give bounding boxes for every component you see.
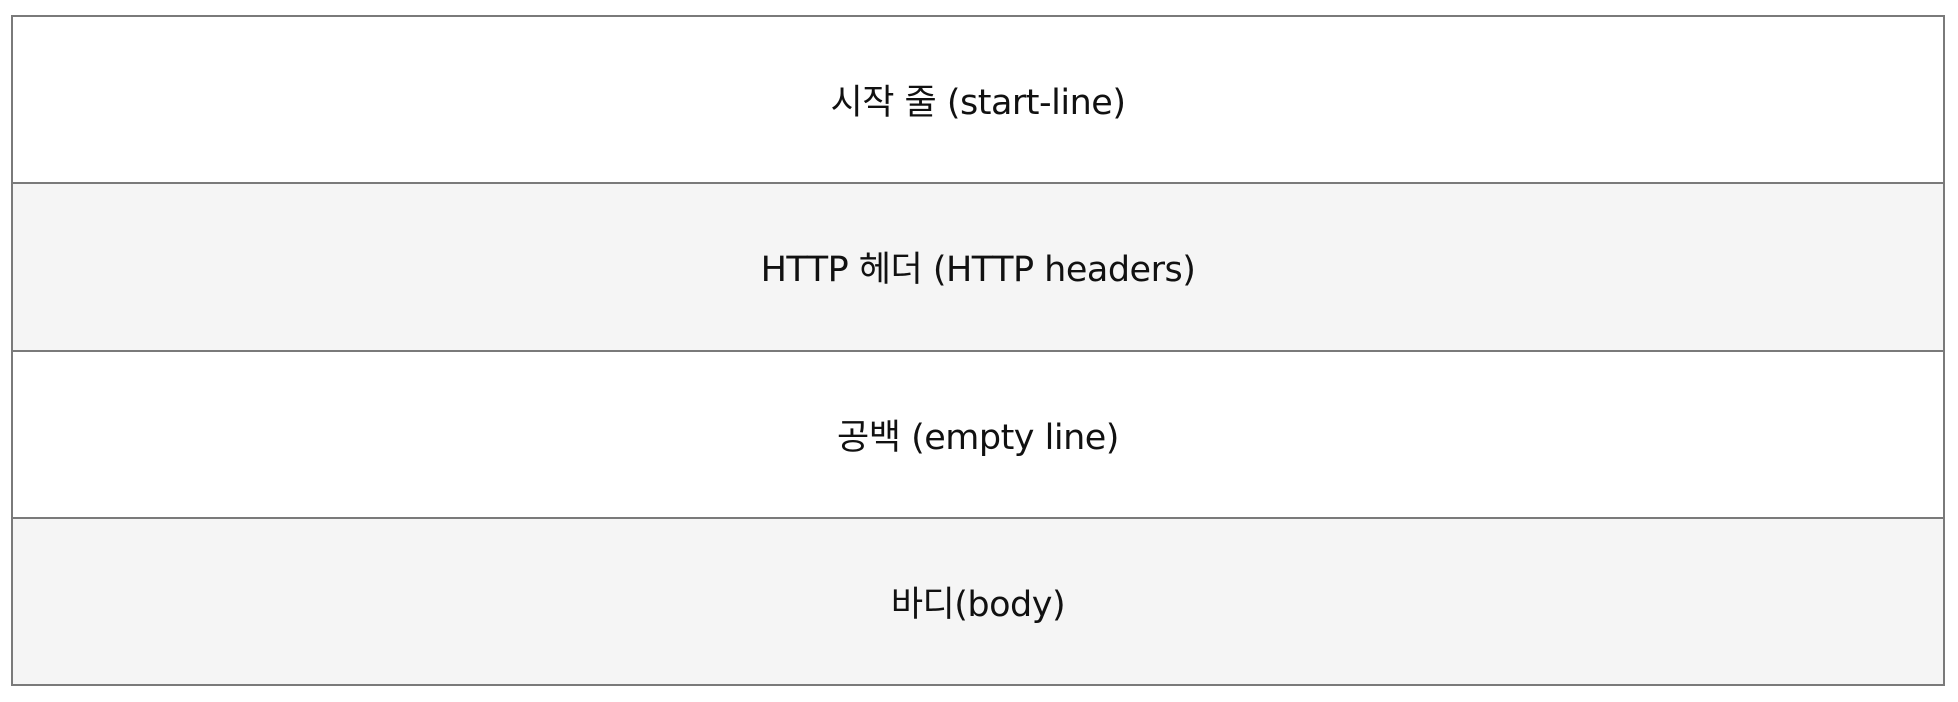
http-headers-label: HTTP 헤더 (HTTP headers): [760, 250, 1196, 291]
body-section: 바디(body): [13, 518, 1943, 684]
start-line-label: 시작 줄 (start-line): [830, 83, 1126, 124]
start-line-section: 시작 줄 (start-line): [13, 17, 1943, 185]
body-label: 바디(body): [890, 584, 1066, 625]
empty-line-section: 공백 (empty line): [13, 351, 1943, 519]
http-message-diagram: 시작 줄 (start-line) HTTP 헤더 (HTTP headers)…: [11, 15, 1945, 686]
http-headers-section: HTTP 헤더 (HTTP headers): [13, 184, 1943, 352]
empty-line-label: 공백 (empty line): [837, 417, 1119, 458]
